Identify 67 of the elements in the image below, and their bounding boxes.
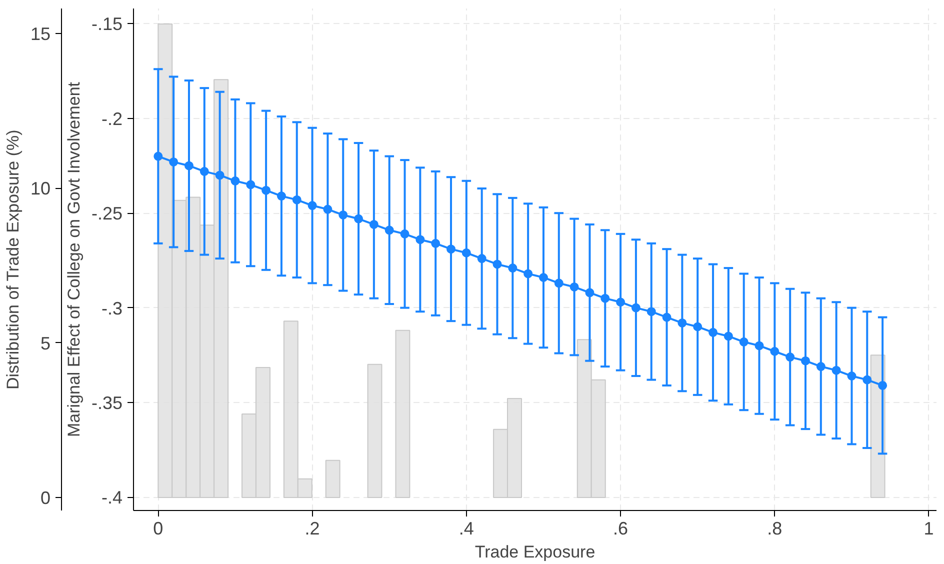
y2-tick-label: -.35 bbox=[91, 393, 123, 414]
point bbox=[616, 298, 626, 307]
point bbox=[800, 356, 810, 366]
y-tick-label: 15 bbox=[30, 24, 51, 44]
point bbox=[508, 264, 518, 273]
point bbox=[739, 337, 748, 346]
point bbox=[631, 303, 640, 312]
point bbox=[262, 186, 271, 195]
point bbox=[184, 161, 194, 170]
x-tick-label: .4 bbox=[458, 518, 474, 538]
y-axis-title: Distribution of Trade Exposure (%) bbox=[3, 130, 22, 390]
point bbox=[369, 220, 378, 229]
point bbox=[169, 157, 178, 166]
y2-tick-label: -.4 bbox=[101, 488, 123, 508]
point bbox=[524, 269, 533, 278]
x-tick-label: .2 bbox=[304, 518, 320, 538]
point bbox=[246, 180, 256, 190]
x-tick-label: 1 bbox=[924, 518, 934, 538]
point bbox=[754, 341, 764, 350]
point bbox=[878, 380, 888, 390]
point bbox=[338, 210, 348, 220]
point bbox=[724, 332, 733, 341]
point bbox=[770, 346, 780, 356]
point bbox=[400, 229, 410, 238]
x-tick-label: .8 bbox=[767, 518, 782, 538]
x-tick-label: 0 bbox=[153, 518, 164, 538]
point bbox=[538, 273, 548, 282]
point bbox=[786, 352, 795, 362]
point bbox=[384, 226, 394, 235]
point bbox=[678, 318, 687, 328]
x-axis-title: Trade Exposure bbox=[474, 542, 596, 562]
point bbox=[276, 192, 286, 201]
point bbox=[847, 372, 856, 380]
y-tick-label: 10 bbox=[30, 178, 51, 199]
point bbox=[554, 278, 564, 288]
point bbox=[354, 214, 364, 224]
point bbox=[323, 204, 332, 214]
y2-tick-label: -.2 bbox=[101, 108, 123, 129]
x-tick-label: .6 bbox=[613, 518, 628, 538]
point bbox=[431, 238, 440, 248]
point bbox=[416, 235, 425, 244]
y-tick-label: 0 bbox=[40, 488, 51, 508]
point bbox=[570, 282, 579, 292]
point bbox=[832, 366, 841, 375]
point bbox=[585, 288, 594, 298]
y-tick-label: 5 bbox=[40, 333, 51, 354]
point bbox=[492, 260, 502, 269]
point bbox=[477, 254, 486, 264]
point bbox=[646, 307, 656, 316]
point bbox=[308, 201, 317, 210]
point bbox=[200, 166, 209, 176]
point bbox=[708, 328, 718, 337]
point bbox=[693, 322, 702, 332]
point bbox=[862, 375, 872, 384]
point bbox=[292, 195, 302, 204]
y2-tick-label: -.15 bbox=[91, 14, 123, 34]
point bbox=[662, 312, 672, 322]
point bbox=[816, 362, 826, 372]
point bbox=[230, 176, 240, 186]
point bbox=[215, 170, 224, 180]
point bbox=[154, 152, 163, 161]
point bbox=[446, 244, 456, 254]
y2-axis-title: Marignal Effect of College on Govt Involvement bbox=[64, 82, 84, 437]
y2-tick-label: -.3 bbox=[101, 298, 123, 318]
point bbox=[462, 248, 471, 258]
y2-tick-label: -.25 bbox=[91, 204, 123, 224]
point bbox=[600, 294, 610, 303]
